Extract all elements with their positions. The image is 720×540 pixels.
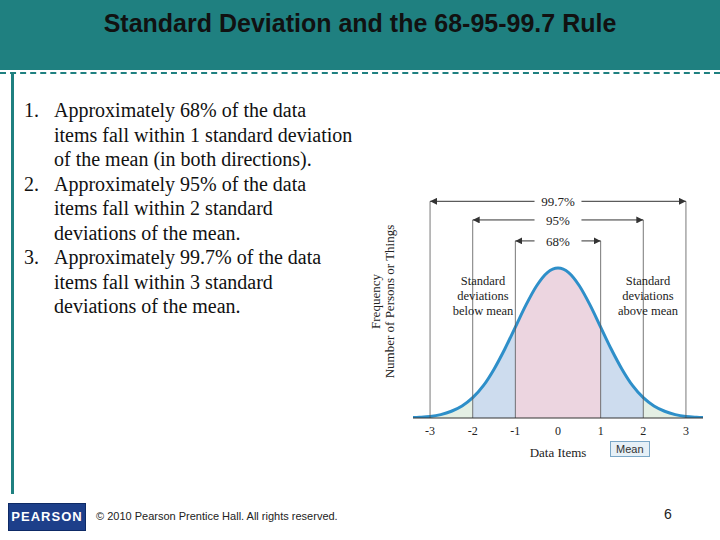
html-text:2.: 2. bbox=[24, 172, 39, 195]
svg-text:68%: 68% bbox=[546, 234, 570, 249]
html-text:3.: 3. bbox=[24, 246, 39, 268]
html-text:Mean: Mean bbox=[616, 443, 644, 455]
svg-text:-1: -1 bbox=[510, 424, 520, 438]
svg-text:0: 0 bbox=[555, 424, 561, 438]
html-text:PEARSON: PEARSON bbox=[11, 509, 83, 524]
html-text:1.: 1. bbox=[24, 99, 39, 121]
svg-text:-2: -2 bbox=[468, 424, 478, 438]
svg-text:1: 1 bbox=[598, 424, 604, 438]
svg-text:Frequency: Frequency bbox=[368, 274, 383, 329]
svg-text:99.7%: 99.7% bbox=[541, 194, 575, 209]
html-text:Standard deviations above mean: Standard deviations above mean bbox=[618, 274, 678, 318]
svg-text:Number of Persons or Things: Number of Persons or Things bbox=[382, 225, 397, 379]
svg-text:Data Items: Data Items bbox=[530, 445, 587, 460]
svg-text:3: 3 bbox=[683, 424, 689, 438]
html-text:Standard deviations below mean: Standard deviations below mean bbox=[452, 274, 514, 318]
html-text:Approximately 68% of the data: Approximately 68% of the data items fall… bbox=[54, 99, 353, 170]
html-text:Approximately 95% of the data: Approximately 95% of the data items fall… bbox=[54, 172, 307, 244]
svg-text:-3: -3 bbox=[425, 424, 435, 438]
html-text:Approximately 99.7% of the dat: Approximately 99.7% of the data items fa… bbox=[54, 246, 322, 317]
svg-text:2: 2 bbox=[640, 424, 646, 438]
svg-text:95%: 95% bbox=[546, 213, 570, 228]
html-text:6: 6 bbox=[664, 506, 672, 522]
html-text:Standard Deviation and the 68-: Standard Deviation and the 68-95-99.7 Ru… bbox=[103, 9, 617, 37]
html-text:© 2010 Pearson Prentice Hall.: © 2010 Pearson Prentice Hall. All rights… bbox=[96, 510, 338, 522]
